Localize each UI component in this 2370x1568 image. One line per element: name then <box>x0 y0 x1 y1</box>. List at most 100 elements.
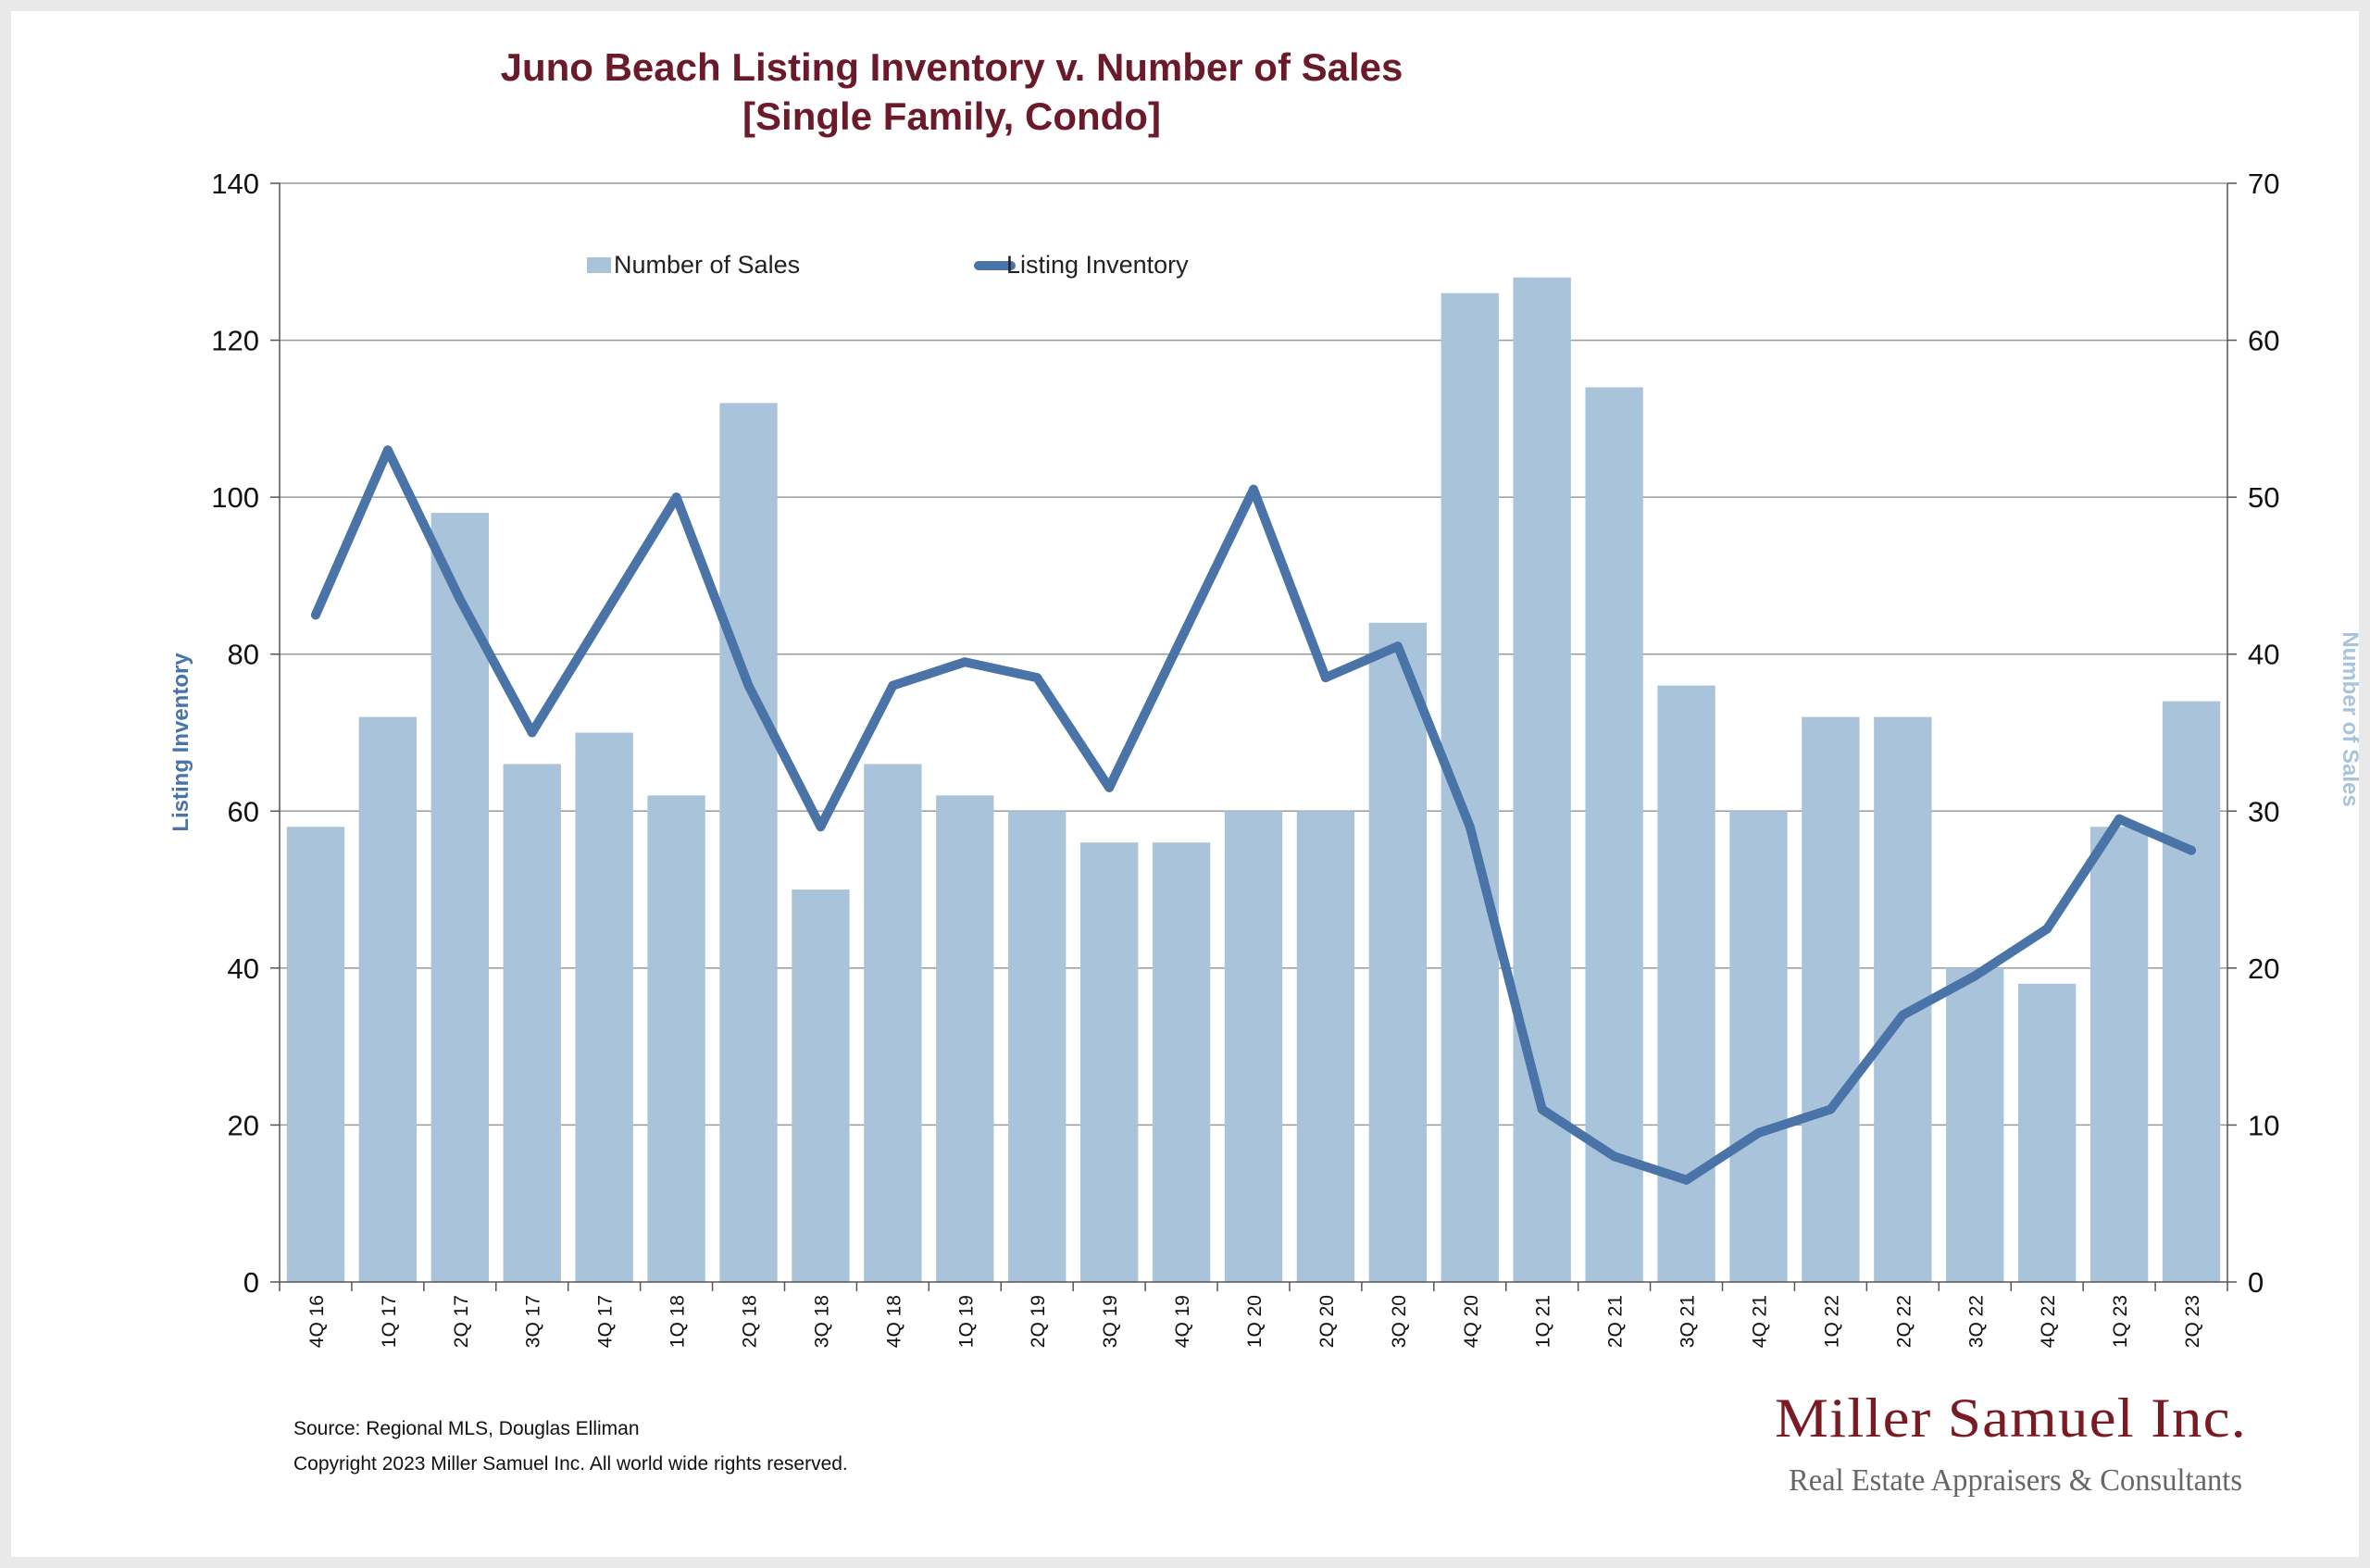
x-tick-label: 3Q 22 <box>1965 1295 1987 1348</box>
y-tick-label-right: 10 <box>2248 1109 2279 1141</box>
x-tick-label: 2Q 22 <box>1893 1295 1915 1348</box>
y-tick-label-left: 80 <box>228 639 259 671</box>
legend-label-number-of-sales: Number of Sales <box>614 251 800 279</box>
point-listing-inventory <box>1898 1010 1908 1020</box>
legend-label-listing-inventory: Listing Inventory <box>1006 251 1189 279</box>
bar-number-of-sales <box>1152 842 1211 1282</box>
company-logo: Miller Samuel Inc. Real Estate Appraiser… <box>1775 1388 2247 1498</box>
x-tick-label: 1Q 19 <box>955 1295 977 1348</box>
bar-number-of-sales <box>575 732 633 1282</box>
y-tick-label-left: 100 <box>211 481 259 514</box>
y-tick-label-left: 0 <box>243 1266 259 1299</box>
x-tick-label: 1Q 20 <box>1244 1295 1266 1348</box>
bar-number-of-sales <box>1368 622 1428 1282</box>
point-listing-inventory <box>743 680 754 691</box>
bar-number-of-sales <box>1585 387 1643 1282</box>
x-tick-label: 4Q 19 <box>1172 1295 1193 1348</box>
point-listing-inventory <box>310 610 320 620</box>
y-tick-label-right: 70 <box>2248 168 2279 200</box>
x-tick-label: 2Q 19 <box>1028 1295 1049 1348</box>
x-tick-label: 2Q 18 <box>740 1295 761 1348</box>
point-listing-inventory <box>2042 924 2052 934</box>
point-listing-inventory <box>455 594 465 604</box>
x-tick-label: 3Q 18 <box>811 1295 832 1348</box>
x-tick-label: 4Q 18 <box>883 1295 904 1348</box>
bar-number-of-sales <box>864 764 922 1282</box>
point-listing-inventory <box>1104 782 1115 792</box>
point-listing-inventory <box>1320 673 1330 683</box>
bar-number-of-sales <box>2089 827 2149 1282</box>
y-axis-label-left: Listing Inventory <box>168 653 193 832</box>
tick-labels: 0 0 20 10 40 20 60 30 80 40 100 50 120 60 140 70 4Q 16 1Q… <box>211 168 2279 1348</box>
point-listing-inventory <box>888 680 898 691</box>
y-tick-label-right: 30 <box>2248 795 2279 828</box>
chart-frame: Juno Beach Listing Inventory v. Number o… <box>11 11 2359 1557</box>
point-listing-inventory <box>816 822 826 832</box>
point-listing-inventory <box>1753 1127 1764 1138</box>
bar-number-of-sales <box>2018 983 2077 1282</box>
bar-number-of-sales <box>1079 842 1139 1282</box>
bar-number-of-sales <box>1008 811 1066 1282</box>
point-listing-inventory <box>1826 1104 1836 1114</box>
bar-number-of-sales <box>503 764 561 1282</box>
x-tick-label: 2Q 23 <box>2182 1295 2203 1348</box>
point-listing-inventory <box>1392 641 1403 652</box>
y-tick-label-right: 0 <box>2248 1266 2264 1299</box>
x-tick-label: 1Q 23 <box>2110 1295 2131 1348</box>
x-tick-label: 2Q 20 <box>1316 1295 1338 1348</box>
bar-number-of-sales <box>1946 967 2004 1282</box>
y-tick-label-right: 40 <box>2248 639 2279 671</box>
point-listing-inventory <box>527 728 537 738</box>
point-listing-inventory <box>599 610 609 620</box>
bar-number-of-sales <box>2162 701 2221 1282</box>
x-tick-label: 3Q 17 <box>523 1295 544 1348</box>
bar-number-of-sales <box>1802 716 1860 1282</box>
x-tick-label: 4Q 16 <box>306 1295 328 1348</box>
bar-number-of-sales <box>792 890 850 1282</box>
point-listing-inventory <box>2114 814 2125 824</box>
bar-number-of-sales <box>1224 811 1283 1282</box>
x-tick-label: 1Q 21 <box>1533 1295 1554 1348</box>
x-tick-label: 1Q 18 <box>667 1295 689 1348</box>
point-listing-inventory <box>960 657 970 667</box>
point-listing-inventory <box>1970 971 1980 981</box>
bar-number-of-sales <box>1296 811 1355 1282</box>
bar-number-of-sales <box>647 795 705 1282</box>
logo-name: Miller Samuel Inc. <box>1775 1388 2247 1449</box>
x-tick-label: 1Q 22 <box>1821 1295 1842 1348</box>
x-tick-label: 4Q 20 <box>1461 1295 1482 1348</box>
bars-number-of-sales <box>286 277 2221 1283</box>
chart: Juno Beach Listing Inventory v. Number o… <box>168 45 2359 1498</box>
y-tick-label-left: 20 <box>228 1109 259 1141</box>
x-tick-label: 4Q 22 <box>2038 1295 2059 1348</box>
bar-number-of-sales <box>1657 685 1715 1282</box>
point-listing-inventory <box>1177 633 1187 643</box>
x-tick-label: 3Q 20 <box>1389 1295 1410 1348</box>
x-tick-label: 3Q 21 <box>1678 1295 1699 1348</box>
logo-tagline: Real Estate Appraisers & Consultants <box>1789 1463 2242 1498</box>
x-tick-label: 4Q 21 <box>1749 1295 1770 1348</box>
copyright-note: Copyright 2023 Miller Samuel Inc. All wo… <box>293 1453 848 1475</box>
bar-number-of-sales <box>936 795 994 1282</box>
point-listing-inventory <box>1609 1151 1619 1162</box>
x-tick-label: 1Q 17 <box>379 1295 400 1348</box>
bar-number-of-sales <box>1513 277 1571 1282</box>
bar-number-of-sales <box>358 716 418 1282</box>
y-tick-label-right: 60 <box>2248 325 2279 357</box>
point-listing-inventory <box>1032 673 1042 683</box>
chart-title-line-1: Juno Beach Listing Inventory v. Number o… <box>501 45 1403 89</box>
source-note: Source: Regional MLS, Douglas Elliman <box>293 1418 640 1439</box>
bar-number-of-sales <box>1729 811 1788 1282</box>
y-tick-label-left: 120 <box>211 325 259 357</box>
y-tick-label-left: 60 <box>228 795 259 828</box>
x-tick-label: 3Q 19 <box>1100 1295 1121 1348</box>
x-tick-label: 2Q 17 <box>451 1295 472 1348</box>
point-listing-inventory <box>1681 1175 1691 1185</box>
y-axis-label-right: Number of Sales <box>2338 631 2359 806</box>
x-tick-label: 4Q 17 <box>595 1295 617 1348</box>
bar-number-of-sales <box>719 403 778 1282</box>
bar-number-of-sales <box>286 827 345 1282</box>
line-listing-inventory <box>310 445 2197 1185</box>
point-listing-inventory <box>1249 484 1258 494</box>
legend: Number of Sales Listing Inventory <box>587 251 1189 279</box>
